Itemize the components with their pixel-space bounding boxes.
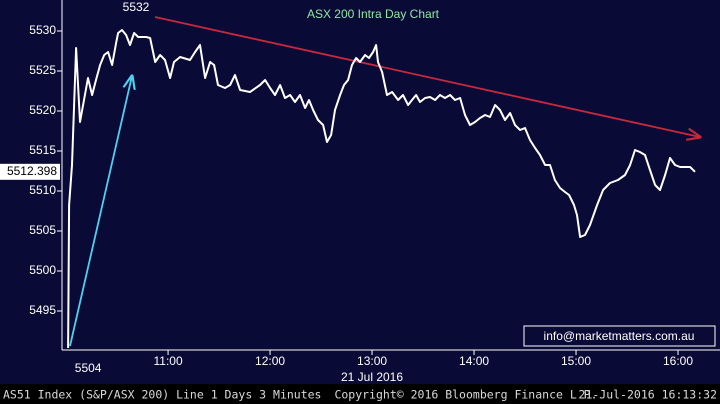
x-tick-label: 12:00 <box>255 354 285 368</box>
y-tick-label: 5515 <box>29 143 56 157</box>
x-tick-label: 14:00 <box>459 354 489 368</box>
trend-arrow <box>69 76 132 347</box>
chart-title: ASX 200 Intra Day Chart <box>307 7 440 21</box>
footer-text: AS51 Index (S&P/ASX 200) Line 1 Days 3 M… <box>3 388 322 402</box>
last-price-label: 5512.398 <box>7 164 57 178</box>
price-line <box>67 29 696 349</box>
x-tick-label: 15:00 <box>561 354 591 368</box>
trend-arrow <box>154 16 700 137</box>
y-tick-label: 5520 <box>29 103 56 117</box>
y-tick-label: 5510 <box>29 183 56 197</box>
x-tick-label: 11:00 <box>153 354 182 368</box>
y-tick-label: 5505 <box>29 223 56 237</box>
footer-bar <box>0 384 720 404</box>
x-tick-label: 16:00 <box>663 354 693 368</box>
watermark-box <box>523 325 716 347</box>
x-tick-label: 13:00 <box>357 354 387 368</box>
last-price-tag <box>0 163 60 180</box>
annotation: 5504 <box>75 361 102 375</box>
annotation: 5532 <box>123 0 150 14</box>
y-tick-label: 5530 <box>29 23 56 37</box>
background <box>0 0 720 384</box>
y-tick-label: 5495 <box>29 303 56 317</box>
footer-text: Copyright© 2016 Bloomberg Finance L.P. <box>334 388 597 402</box>
footer-text: 21-Jul-2016 16:13:32 <box>579 388 717 402</box>
y-tick-label: 5525 <box>29 63 56 77</box>
y-tick-label: 5500 <box>29 263 56 277</box>
watermark: info@marketmatters.com.au <box>544 329 695 343</box>
x-axis-label: 21 Jul 2016 <box>341 370 403 384</box>
